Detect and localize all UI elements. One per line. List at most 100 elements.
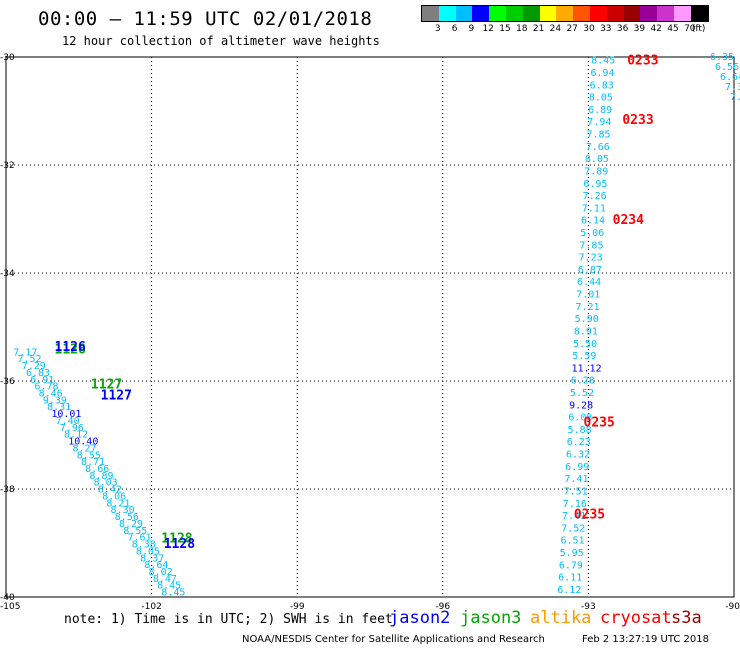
- wave-height-value: 6.56: [715, 62, 739, 73]
- lat-tick-label: -38: [0, 485, 15, 495]
- wave-height-value: 7.96: [60, 423, 84, 434]
- legend-label: 70: [684, 24, 696, 34]
- wave-height-value: 8.02: [149, 567, 173, 578]
- wave-height-value: 5.59: [572, 351, 596, 362]
- wave-height-value: 8.05: [589, 93, 613, 104]
- wave-height-value: 7.23: [579, 253, 603, 264]
- lat-tick-label: -32: [0, 161, 15, 171]
- wave-height-value: 7.11: [582, 203, 606, 214]
- footer-credit: NOAA/NESDIS Center for Satellite Applica…: [242, 634, 545, 645]
- wave-height-value: 7.89: [584, 166, 608, 177]
- pass-time-label: 0235: [574, 507, 605, 522]
- color-legend: 3 6 9 12 15 18 21 24 27 30 33 36 39 42 45 70 (ft): [421, 5, 709, 36]
- wave-height-value: 7.85: [579, 240, 603, 251]
- legend-label: (ft): [691, 24, 706, 34]
- legend-label: 36: [616, 24, 629, 34]
- lat-tick-label: -30: [0, 53, 15, 63]
- wave-height-value: 7.2: [730, 92, 740, 103]
- pass-time-label: 0234: [613, 213, 644, 228]
- wave-height-value: 8.45: [157, 581, 181, 592]
- wave-height-value: 8.31: [47, 402, 71, 413]
- footer-note: note: 1) Time is in UTC; 2) SWH is in fe…: [64, 612, 393, 627]
- wave-height-value: 8.46: [39, 388, 63, 399]
- legend-label: 42: [650, 24, 662, 34]
- wave-height-value: 5.52: [570, 388, 594, 399]
- wave-height-value: 8.30: [111, 505, 135, 516]
- wave-height-value: 8.91: [574, 326, 598, 337]
- legend-label: 45: [667, 24, 679, 34]
- legend-label: 33: [600, 24, 612, 34]
- legend-swatch: [522, 6, 540, 21]
- wave-height-value: 8.42: [98, 485, 122, 496]
- wave-height-value: 8.71: [81, 457, 105, 468]
- legend-swatch: [472, 6, 490, 21]
- wave-height-value: 6.83: [26, 368, 50, 379]
- pass-time-label: 1128: [164, 537, 195, 552]
- legend-label: 30: [583, 24, 595, 34]
- wave-height-value: 6.89: [588, 105, 612, 116]
- page-subtitle: 12 hour collection of altimeter wave hei…: [62, 34, 380, 48]
- wave-height-value: 6.32: [566, 450, 590, 461]
- wave-height-value: 6.79: [559, 560, 583, 571]
- wave-height-value: 5.50: [573, 339, 597, 350]
- legend-swatch: [589, 6, 607, 21]
- legend-swatch: [573, 6, 590, 21]
- map-frame: [5, 56, 735, 598]
- legend-swatch: [489, 6, 506, 21]
- lon-tick-label: -102: [141, 602, 161, 612]
- lon-tick-label: -93: [581, 602, 596, 612]
- footer-timestamp: Feb 2 13:27:19 UTC 2018: [582, 634, 709, 645]
- satellite-tracks: 8.456.946.838.056.897.947.857.668.057.89…: [13, 52, 740, 599]
- wave-height-value: 9.39: [43, 395, 67, 406]
- wave-height-value: 8.66: [85, 464, 109, 475]
- wave-height-value: 7.85: [587, 130, 611, 141]
- wave-height-value: 7.41: [564, 474, 588, 485]
- wave-height-value: 7.52: [18, 354, 42, 365]
- wave-height-value: 8.45: [161, 588, 185, 599]
- satellite-legend-jason3: jason3: [460, 608, 522, 628]
- legend-label: 3: [434, 24, 441, 34]
- pass-time-label: 1126: [55, 340, 86, 355]
- wave-height-value: 5.95: [560, 548, 584, 559]
- wave-height-value: 8.21: [106, 498, 130, 509]
- lon-tick-label: -96: [435, 602, 450, 612]
- satellite-legend-cryosat: cryosat: [600, 608, 672, 628]
- lon-tick-label: -105: [0, 602, 20, 612]
- wave-height-value: 8.45: [591, 56, 615, 67]
- wave-height-value: 8.29: [119, 519, 143, 530]
- wave-height-value: 6.78: [34, 382, 58, 393]
- legend-swatch: [422, 6, 439, 21]
- pass-time-label: 0233: [622, 113, 653, 128]
- legend-label: 12: [482, 24, 494, 34]
- wave-height-value: 9.28: [569, 400, 593, 411]
- wave-height-value: 8.55: [123, 526, 147, 537]
- legend-swatch: [556, 6, 574, 21]
- wave-height-value: 6.44: [577, 277, 601, 288]
- wave-height-value: 8.05: [585, 154, 609, 165]
- wave-height-value: 6.11: [558, 573, 582, 584]
- wave-height-value: 6.23: [567, 437, 591, 448]
- page-title: 00:00 – 11:59 UTC 02/01/2018: [38, 8, 373, 30]
- legend-swatch: [657, 6, 674, 21]
- axis-labels: -105 -102 -99 -96 -93 -90 -30 -32 -34 -36 -38 -40: [0, 53, 740, 612]
- wave-height-value: 6.14: [581, 216, 605, 227]
- wave-height-value: 7.66: [586, 142, 610, 153]
- wave-height-value: 6.35: [710, 52, 734, 63]
- legend-label: 18: [516, 24, 528, 34]
- wave-height-value: 8.64: [144, 560, 168, 571]
- wave-height-value: 6.99: [565, 462, 589, 473]
- legend-swatch: [690, 6, 708, 21]
- wave-height-value: 8.38: [132, 540, 156, 551]
- wave-height-value: 6.91: [30, 375, 54, 386]
- wave-height-value: 8.05: [136, 546, 160, 557]
- wave-height-value: 6.83: [590, 80, 614, 91]
- wave-height-value: 7.16: [563, 499, 587, 510]
- wave-height-value: 8.03: [94, 478, 118, 489]
- wave-height-value: 8.55: [77, 450, 101, 461]
- legend-label: 21: [532, 24, 545, 34]
- pass-time-label: 0233: [627, 54, 658, 69]
- wave-height-value: 8.06: [102, 491, 126, 502]
- wave-height-value: 8.47: [153, 574, 177, 585]
- wave-height-value: 10.01: [51, 409, 81, 420]
